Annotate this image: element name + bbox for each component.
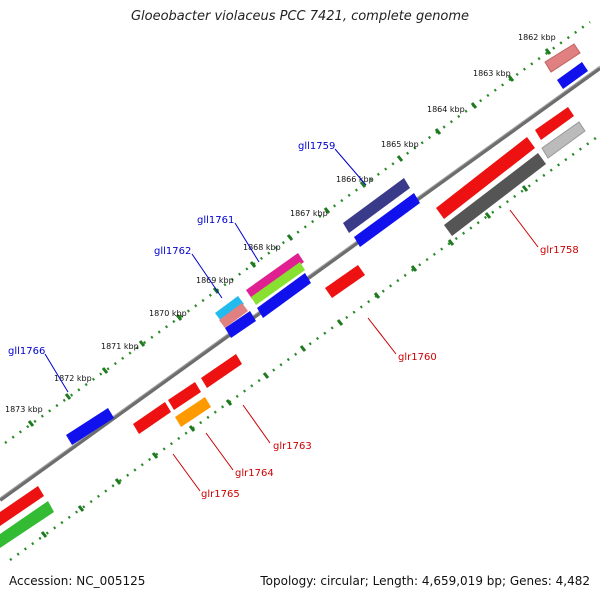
gene-feature-blue-upper-right[interactable] — [557, 62, 588, 89]
ruler-upper-major-ticks — [27, 48, 552, 427]
gene-features — [0, 43, 588, 548]
tick-label-1869: 1869 kbp — [196, 276, 234, 285]
tick-label-1863: 1863 kbp — [473, 69, 511, 78]
gene-feature-gray-glr1758[interactable] — [444, 153, 546, 236]
ruler-lower-major-ticks — [40, 185, 529, 538]
gene-feature-gll1761-magenta[interactable] — [246, 253, 304, 299]
gene-feature-gll1759[interactable] — [343, 178, 410, 233]
gene-feature-blue-1868[interactable] — [257, 273, 311, 318]
gene-feature-red-1870[interactable] — [168, 382, 201, 410]
gene-feature-glr1765[interactable] — [133, 402, 171, 434]
gene-feature-gll1761-lime[interactable] — [251, 262, 305, 305]
gene-label-glr1763[interactable]: glr1763 — [273, 441, 312, 452]
tick-label-1865: 1865 kbp — [381, 140, 419, 149]
tick-label-1862: 1862 kbp — [518, 33, 556, 42]
tick-label-1866: 1866 kbp — [336, 175, 374, 184]
tick-label-1868: 1868 kbp — [243, 243, 281, 252]
gene-label-gll1766[interactable]: gll1766 — [8, 346, 45, 357]
tick-label-1867: 1867 kbp — [290, 209, 328, 218]
tick-label-1864: 1864 kbp — [427, 105, 465, 114]
gene-feature-green-left[interactable] — [0, 501, 54, 548]
gene-label-glr1760[interactable]: glr1760 — [398, 352, 437, 363]
gene-feature-gll1762-pink[interactable] — [219, 303, 248, 328]
genome-summary-text: Topology: circular; Length: 4,659,019 bp… — [260, 574, 590, 588]
gene-label-gll1759[interactable]: gll1759 — [298, 141, 335, 152]
gene-label-gll1761[interactable]: gll1761 — [197, 215, 234, 226]
gene-label-glr1765[interactable]: glr1765 — [201, 489, 240, 500]
gene-feature-red-left[interactable] — [0, 486, 44, 526]
ruler-upper — [4, 20, 591, 445]
map-title: Gloeobacter violaceus PCC 7421, complete… — [130, 9, 470, 24]
gene-labels: gll1759 gll1761 gll1762 gll1766 glr1758 … — [8, 141, 579, 500]
gene-label-gll1762[interactable]: gll1762 — [154, 246, 191, 257]
gene-feature-blue-1866[interactable] — [354, 193, 420, 247]
gene-feature-gll1762-cyan[interactable] — [215, 296, 244, 321]
gene-feature-gll1766[interactable] — [66, 408, 114, 445]
gene-label-glr1758[interactable]: glr1758 — [540, 245, 579, 256]
gene-feature-pink-upper[interactable] — [544, 43, 581, 73]
gene-feature-glr1760[interactable] — [325, 265, 365, 298]
gene-label-glr1764[interactable]: glr1764 — [235, 468, 274, 479]
tick-label-1872: 1872 kbp — [54, 374, 92, 383]
gene-feature-red-right[interactable] — [535, 107, 574, 140]
tick-label-1870: 1870 kbp — [149, 309, 187, 318]
gene-feature-glr1763[interactable] — [201, 354, 242, 388]
accession-text: Accession: NC_005125 — [9, 574, 146, 588]
tick-label-1871: 1871 kbp — [101, 342, 139, 351]
gene-feature-glr1764[interactable] — [175, 397, 211, 427]
gene-feature-red-glr1758[interactable] — [436, 137, 535, 219]
tick-label-1873: 1873 kbp — [5, 405, 43, 414]
gene-feature-blue-1869[interactable] — [225, 311, 256, 338]
ruler-lower — [9, 133, 600, 562]
tick-labels: 1862 kbp 1863 kbp 1864 kbp 1865 kbp 1866… — [5, 33, 556, 414]
label-connectors — [44, 148, 539, 492]
gene-feature-lightgray[interactable] — [541, 121, 586, 159]
